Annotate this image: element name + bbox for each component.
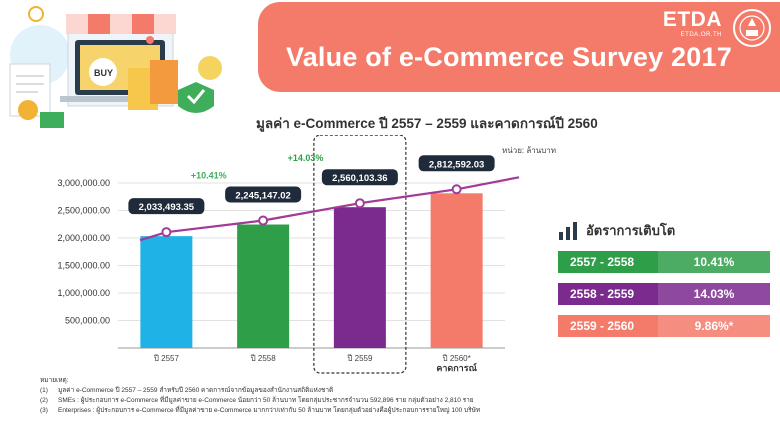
x-tick-label: ปี 2560*: [442, 354, 471, 363]
highlight-box: [313, 135, 407, 374]
y-tick-label: 2,000,000.00: [57, 233, 110, 243]
growth-heading-text: อัตราการเติบโต: [586, 223, 676, 238]
title-banner: Value of e-Commerce Survey 2017 ETDA ETD…: [258, 2, 780, 92]
etda-logo: ETDA ETDA.OR.TH: [663, 8, 722, 38]
growth-rate-panel: อัตราการเติบโต 2557 - 2558 10.41% 2558 - 2…: [558, 220, 770, 347]
footnote-item: (1) มูลค่า e-Commerce ปี 2557 – 2559 สำหร…: [40, 386, 740, 396]
growth-rate-row: 2558 - 2559 14.03%: [558, 283, 770, 305]
x-tick-label: ปี 2558: [250, 354, 276, 363]
footnote-text: SMEs : ผู้ประกอบการ e-Commerce ที่มีมูลค…: [58, 397, 474, 404]
svg-text:BUY: BUY: [94, 68, 113, 78]
y-tick-label: 500,000.00: [65, 316, 110, 326]
trend-point: [354, 198, 365, 209]
value-label-box: [321, 169, 398, 186]
trend-point: [258, 215, 269, 226]
page-title: Value of e-Commerce Survey 2017: [286, 42, 732, 72]
value-label: 2,245,147.02: [235, 191, 290, 202]
footnote-item: (2) SMEs : ผู้ประกอบการ e-Commerce ที่มีม…: [40, 396, 740, 406]
footnote-number: (1): [40, 387, 48, 394]
bar: [333, 207, 386, 348]
y-tick-label: 1,000,000.00: [57, 288, 110, 298]
footnotes-heading: หมายเหตุ:: [40, 377, 69, 384]
footnotes: หมายเหตุ: (1) มูลค่า e-Commerce ปี 2557 –…: [40, 376, 740, 416]
chart-title: มูลค่า e-Commerce ปี 2557 – 2559 และคาดก…: [256, 116, 598, 131]
growth-rate-period: 2557 - 2558: [558, 251, 658, 273]
ecommerce-value-chart: 500,000.00 1,000,000.00 1,500,000.00 2,000,…: [57, 135, 520, 374]
forecast-label: คาดการณ์: [436, 362, 477, 373]
value-label-box: [128, 198, 205, 215]
bar: [140, 236, 193, 348]
growth-label: +10.41%: [191, 171, 227, 181]
footnote-text: มูลค่า e-Commerce ปี 2557 – 2559 สำหรับป…: [58, 387, 334, 394]
trend-point: [451, 184, 462, 195]
growth-rate-value: 9.86%*: [658, 315, 770, 337]
growth-rate-row: 2559 - 2560 9.86%*: [558, 315, 770, 337]
footnote-number: (3): [40, 407, 48, 414]
x-tick-label: ปี 2559: [347, 354, 373, 363]
bar: [237, 224, 290, 348]
bar-chart-icon: [559, 221, 577, 240]
x-tick-label: ปี 2557: [153, 354, 179, 363]
growth-rate-value: 10.41%: [658, 251, 770, 273]
footnote-number: (2): [40, 397, 48, 404]
growth-label: +14.03%: [288, 153, 324, 163]
value-label-box: [418, 155, 495, 172]
growth-rate-period: 2558 - 2559: [558, 283, 658, 305]
growth-rate-heading: อัตราการเติบโต: [558, 220, 770, 241]
value-label: 2,560,103.36: [332, 173, 387, 184]
growth-rate-value: 14.03%: [658, 283, 770, 305]
etda-logo-subtext: ETDA.OR.TH: [680, 32, 722, 38]
growth-rate-period: 2559 - 2560: [558, 315, 658, 337]
footnote-text: Enterprises : ผู้ประกอบการ e-Commerce ที…: [58, 407, 481, 414]
etda-logo-text: ETDA: [662, 8, 722, 31]
y-tick-label: 3,000,000.00: [57, 178, 110, 188]
value-label: 2,812,592.03: [429, 159, 484, 170]
trend-point: [161, 227, 172, 238]
bar: [430, 193, 483, 348]
y-tick-label: 1,500,000.00: [57, 261, 110, 271]
growth-rate-row: 2557 - 2558 10.41%: [558, 251, 770, 273]
government-seal-icon: [733, 9, 771, 47]
value-label: 2,033,493.35: [139, 202, 195, 213]
value-label-box: [225, 186, 302, 203]
unit-label: หน่วย: ล้านบาท: [502, 146, 557, 155]
footnote-item: (3) Enterprises : ผู้ประกอบการ e-Commerce…: [40, 406, 740, 416]
y-tick-label: 2,500,000.00: [57, 206, 110, 216]
shop-illustration: BUY: [9, 6, 222, 128]
